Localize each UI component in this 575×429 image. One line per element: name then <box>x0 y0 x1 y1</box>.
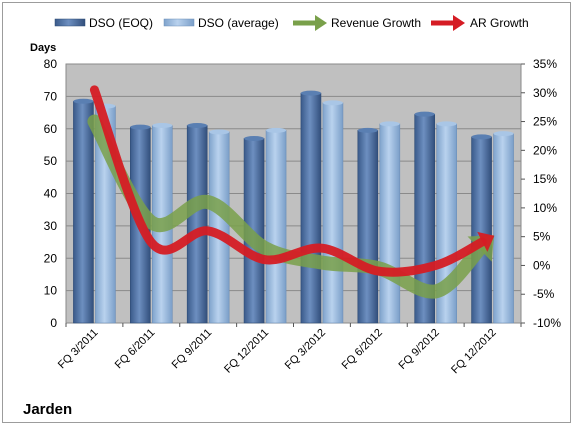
legend-arrow-ar-icon <box>431 15 465 31</box>
x-tick-label: FQ 9/2012 <box>397 327 442 372</box>
legend-swatch-dso-eoq <box>54 18 86 27</box>
bar-cap-dso-eoq <box>130 124 151 130</box>
y-axis-left: 0 10 20 30 40 50 60 70 80 <box>44 57 58 330</box>
legend-item-ar-growth[interactable]: AR Growth <box>431 15 529 31</box>
y-tick-label: 30 <box>44 219 58 233</box>
legend: DSO (EOQ) DSO (average) Revenue Growth A… <box>54 15 529 31</box>
y-tick-label: 40 <box>44 187 58 201</box>
bar-cap-dso-avg <box>209 129 230 135</box>
legend-label-ar-growth: AR Growth <box>470 16 529 30</box>
y-axis-right: -10% -5% 0% 5% 10% 15% 20% 25% 30% 35% <box>521 57 561 330</box>
bar-cap-dso-eoq <box>357 127 378 133</box>
y-tick-label: 50 <box>44 154 58 168</box>
x-tick-label: FQ 12/2012 <box>449 327 499 377</box>
bar-cap-dso-avg <box>379 121 400 127</box>
x-tick-label: FQ 12/2011 <box>222 327 271 376</box>
y2-tick-label: 0% <box>533 258 551 272</box>
bar-cap-dso-eoq <box>414 111 435 117</box>
y2-tick-label: 15% <box>533 172 557 186</box>
bar-dso-eoq <box>186 125 208 324</box>
bar-dso-eoq <box>357 130 379 324</box>
x-tick-label: FQ 3/2012 <box>283 327 328 372</box>
legend-item-revenue-growth[interactable]: Revenue Growth <box>293 15 421 31</box>
company-name: Jarden <box>23 401 72 418</box>
bar-dso-avg <box>493 133 514 324</box>
y-tick-label: 60 <box>44 122 58 136</box>
growth-lines <box>87 85 495 299</box>
legend-item-dso-eoq[interactable]: DSO (EOQ) <box>54 16 153 30</box>
bar-cap-dso-avg <box>266 127 287 133</box>
legend-label-dso-eoq: DSO (EOQ) <box>89 16 153 30</box>
legend-item-dso-avg[interactable]: DSO (average) <box>163 16 279 30</box>
y-tick-label: 10 <box>44 284 58 298</box>
legend-swatch-dso-avg <box>163 18 195 27</box>
y2-tick-label: -5% <box>533 287 555 301</box>
dso-chart: DSO (EOQ) DSO (average) Revenue Growth A… <box>23 15 561 418</box>
y-tick-label: 20 <box>44 251 58 265</box>
bar-dso-avg <box>379 123 401 324</box>
x-tick-label: FQ 9/2011 <box>170 327 215 372</box>
bar-dso-avg <box>265 130 287 324</box>
legend-arrow-revenue-icon <box>293 15 327 31</box>
bar-cap-dso-avg <box>493 131 514 137</box>
y2-tick-label: 5% <box>533 230 551 244</box>
y-tick-label: 80 <box>44 57 58 71</box>
y2-tick-label: -10% <box>533 316 561 330</box>
bar-cap-dso-eoq <box>300 90 321 96</box>
bar-cap-dso-avg <box>152 123 173 129</box>
y-axis-title: Days <box>30 42 56 54</box>
y-tick-label: 0 <box>50 316 57 330</box>
bar-cap-dso-avg <box>436 121 457 127</box>
chart-frame: DSO (EOQ) DSO (average) Revenue Growth A… <box>2 2 571 423</box>
ar-growth-arrowhead <box>477 231 495 252</box>
y2-tick-label: 30% <box>533 86 557 100</box>
y2-tick-label: 35% <box>533 57 557 71</box>
y-tick-label: 70 <box>44 89 58 103</box>
bar-dso-eoq <box>73 100 94 324</box>
x-tick-label: FQ 6/2012 <box>340 327 385 372</box>
bar-cap-dso-eoq <box>187 123 208 129</box>
y2-tick-label: 20% <box>533 143 557 157</box>
y2-tick-label: 25% <box>533 115 557 129</box>
bar-dso-avg <box>322 102 344 324</box>
bar-cap-dso-avg <box>322 100 343 106</box>
bar-cap-dso-eoq <box>73 98 94 104</box>
x-axis: FQ 3/2011 FQ 6/2011 FQ 9/2011 FQ 12/2011 FQ … <box>56 323 522 377</box>
revenue-growth-line <box>87 114 487 299</box>
x-tick-label: FQ 3/2011 <box>56 327 101 372</box>
x-tick-label: FQ 6/2011 <box>113 327 158 372</box>
bar-dso-eoq <box>471 136 492 324</box>
bar-dso-eoq <box>300 92 322 324</box>
y2-tick-label: 10% <box>533 201 557 215</box>
legend-label-revenue-growth: Revenue Growth <box>331 16 421 30</box>
ar-growth-line <box>89 85 487 277</box>
legend-label-dso-avg: DSO (average) <box>198 16 279 30</box>
bar-cap-dso-eoq <box>244 135 265 141</box>
bar-cap-dso-eoq <box>471 134 492 140</box>
